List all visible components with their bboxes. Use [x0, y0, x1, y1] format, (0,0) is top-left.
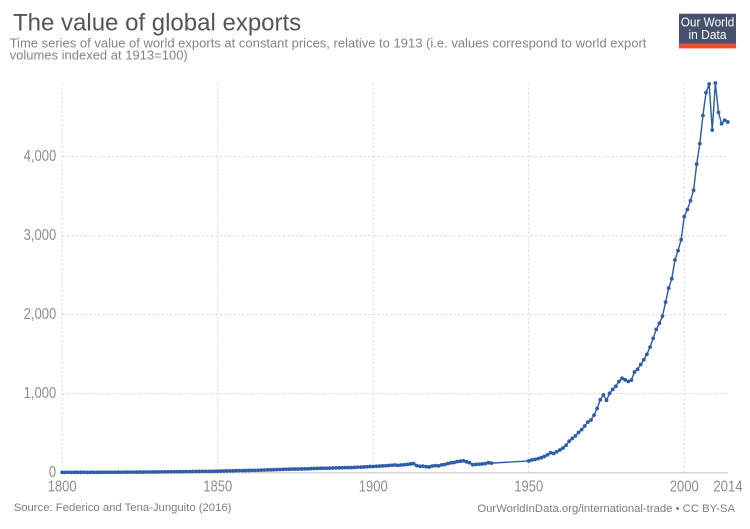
svg-text:1850: 1850 — [203, 479, 232, 496]
svg-text:1900: 1900 — [359, 479, 388, 496]
svg-text:volumes indexed at 1913=100): volumes indexed at 1913=100) — [10, 48, 188, 63]
svg-text:2,000: 2,000 — [24, 306, 57, 323]
svg-text:OurWorldInData.org/internation: OurWorldInData.org/international-trade •… — [477, 503, 735, 515]
svg-text:2014: 2014 — [713, 479, 743, 496]
svg-text:1800: 1800 — [48, 479, 77, 496]
svg-text:Our World: Our World — [681, 16, 735, 30]
svg-text:4,000: 4,000 — [24, 148, 57, 165]
svg-text:The value of global exports: The value of global exports — [13, 10, 301, 37]
svg-text:in Data: in Data — [689, 28, 727, 42]
svg-text:1950: 1950 — [514, 479, 543, 496]
svg-text:2000: 2000 — [670, 479, 699, 496]
svg-text:Time series of value of world: Time series of value of world exports at… — [10, 36, 647, 51]
svg-text:3,000: 3,000 — [24, 227, 57, 244]
svg-text:Source: Federico and Tena-Jung: Source: Federico and Tena-Junguito (2016… — [14, 502, 232, 514]
svg-text:1,000: 1,000 — [24, 385, 57, 402]
svg-text:0: 0 — [49, 464, 56, 481]
